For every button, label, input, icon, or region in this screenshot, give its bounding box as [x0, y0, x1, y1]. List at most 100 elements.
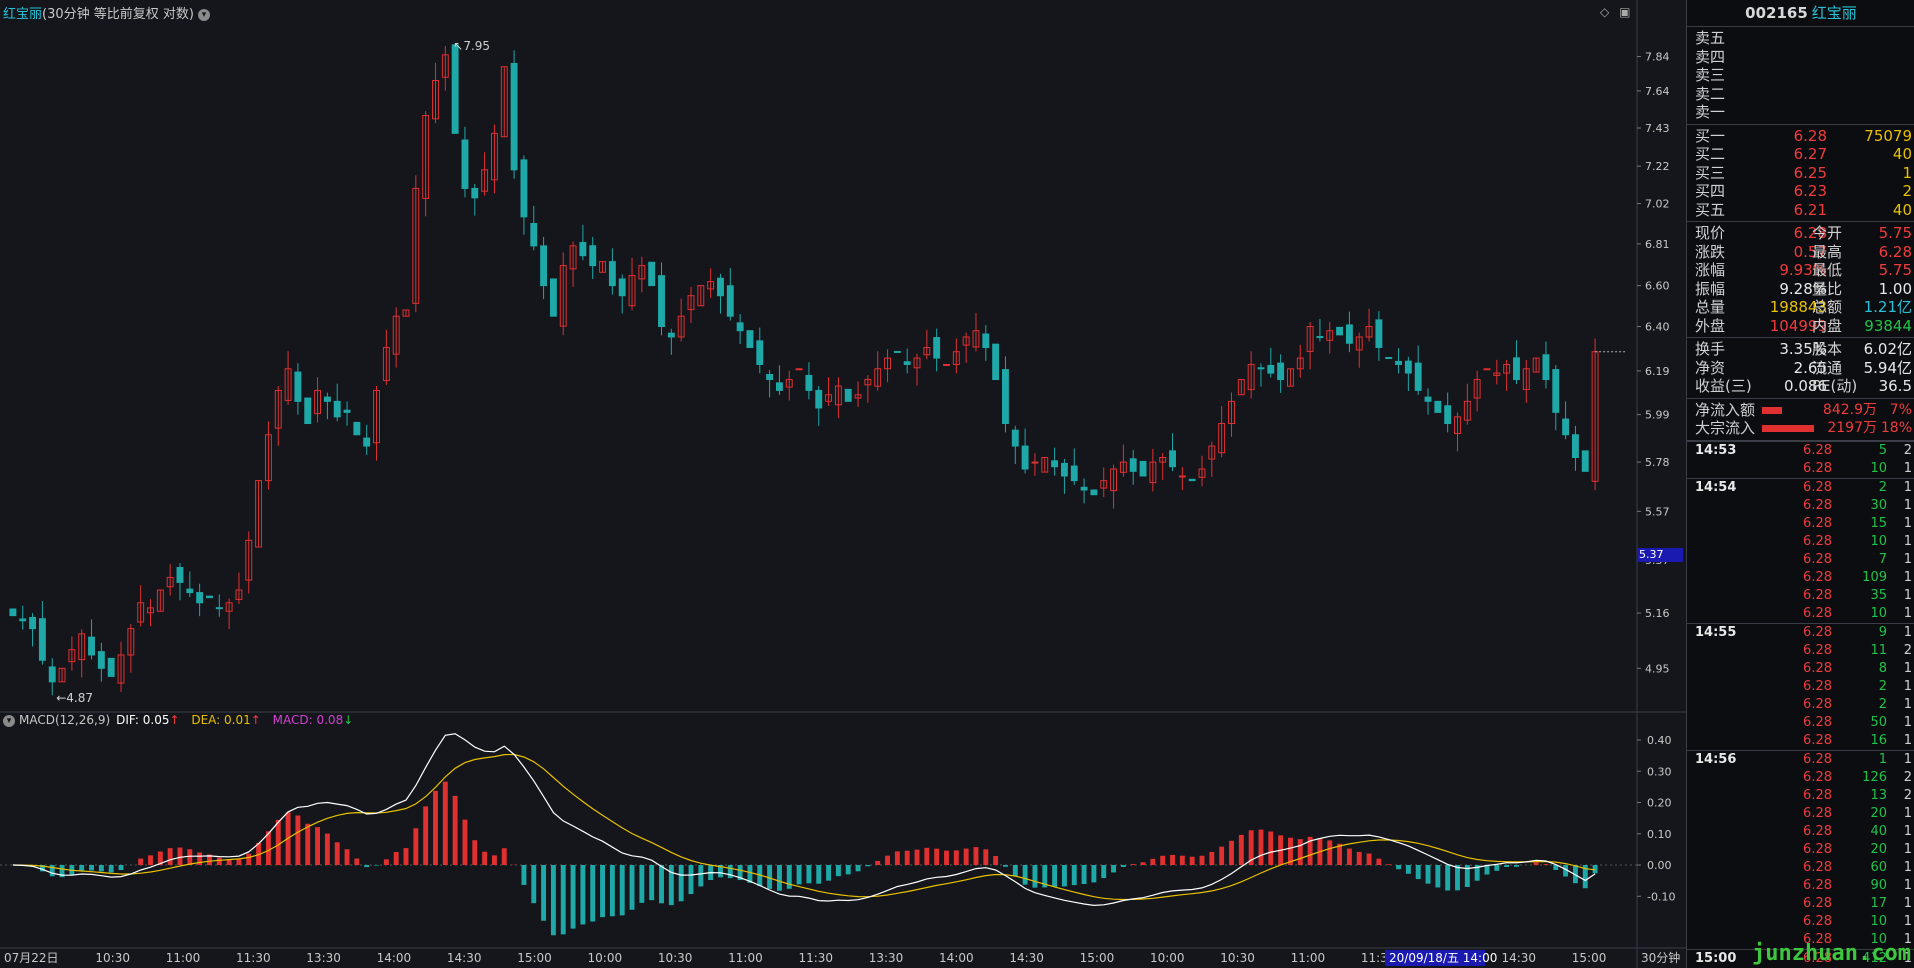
- tick-list[interactable]: 14:53 6.28 5 2 6.28 10 1 14:54 6.28 2 1 6.28 30 1 6.28…: [1687, 440, 1914, 968]
- candle-body: [618, 278, 626, 297]
- tick-volume: 9: [1878, 624, 1887, 640]
- window-icon[interactable]: ▣: [1619, 5, 1631, 19]
- candle-body: [766, 373, 774, 381]
- candle-body: [648, 261, 656, 287]
- stock-code: 002165: [1745, 4, 1808, 22]
- candle-body: [1532, 357, 1540, 373]
- watermark: junzhuan.com: [1752, 941, 1911, 966]
- tick-count: 1: [1903, 841, 1912, 857]
- buy-label: 买一: [1695, 126, 1726, 145]
- candle-body: [1286, 368, 1294, 387]
- chevron-down-icon[interactable]: ▾: [197, 8, 210, 21]
- sell-label: 卖五: [1695, 29, 1726, 47]
- candle-body: [9, 608, 17, 617]
- tick-row: 6.28 35 1: [1687, 587, 1914, 605]
- time-axis-label: 14:30: [447, 951, 482, 965]
- candle-body: [97, 651, 105, 669]
- flow-label: 大宗流入: [1695, 419, 1756, 437]
- tick-time: 15:00: [1695, 950, 1737, 966]
- tick-volume: 11: [1870, 642, 1887, 658]
- candle-body: [510, 62, 518, 171]
- tick-price: 6.28: [1803, 823, 1832, 839]
- dif-label: DIF: 0.05: [116, 713, 170, 727]
- fundamental-row: 换手 3.35% 股本 6.02亿: [1687, 340, 1914, 359]
- candle-body: [1454, 416, 1461, 435]
- tick-row: 6.28 15 1: [1687, 515, 1914, 533]
- stat-label: 外盘: [1695, 316, 1726, 335]
- tick-volume: 126: [1862, 769, 1887, 785]
- price-tick-label: 7.84: [1645, 51, 1670, 64]
- candle-body: [235, 589, 243, 600]
- buy-volume: 1: [1902, 163, 1912, 182]
- price-tick-label: 5.57: [1645, 505, 1670, 518]
- stat-label: 换手: [1695, 340, 1726, 358]
- tick-volume: 412: [1862, 950, 1887, 966]
- tick-price: 6.28: [1803, 479, 1832, 495]
- stat-value: 104999: [1769, 316, 1827, 335]
- tick-row: 6.28 8 1: [1687, 660, 1914, 678]
- chevron-down-icon[interactable]: ▾: [3, 714, 15, 727]
- chart-area[interactable]: 7.84 7.64 7.43 7.22 7.02 6.81 6.60 6.40 6.19 5.99…: [0, 0, 1686, 968]
- tick-price: 6.28: [1803, 551, 1832, 567]
- tick-row: 6.28 40 1: [1687, 823, 1914, 841]
- candle-body: [884, 357, 891, 370]
- candle-body: [481, 169, 489, 192]
- candle-body: [982, 333, 990, 348]
- candle-body: [264, 434, 272, 482]
- candle-body: [323, 396, 331, 402]
- price-tick-label: 6.60: [1645, 280, 1670, 293]
- time-axis-label: 14:30: [1009, 951, 1044, 965]
- tick-row: 6.28 10 1: [1687, 931, 1914, 949]
- candle-body: [186, 588, 194, 594]
- stat-label: 最低: [1812, 261, 1843, 279]
- candle-body: [1355, 336, 1363, 351]
- macd-tick-label: -0.10: [1647, 890, 1675, 903]
- kline-chart[interactable]: 7.84 7.64 7.43 7.22 7.02 6.81 6.60 6.40 6.19 5.99…: [0, 0, 1686, 968]
- tick-volume: 10: [1870, 533, 1887, 549]
- candle-body: [225, 602, 233, 612]
- candle-body: [88, 636, 95, 656]
- candle-body: [726, 285, 734, 317]
- stat-value: 5.75: [1878, 224, 1912, 242]
- tick-volume: 2: [1878, 678, 1887, 694]
- tick-time: 14:55: [1695, 624, 1737, 640]
- macd-title: MACD(12,26,9): [19, 713, 111, 727]
- candle-body: [933, 337, 941, 359]
- stat-row: 总量 198843 总额 1.21亿: [1687, 298, 1914, 317]
- tick-volume: 1: [1878, 751, 1887, 767]
- quote-panel: 002165 红宝丽 卖五 卖四 卖三 卖二 卖一 买一 6.28 75079 买二 6.27 40…: [1686, 0, 1914, 968]
- candle-body: [156, 589, 164, 612]
- candle-body: [432, 80, 439, 120]
- stat-label: 今开: [1812, 224, 1843, 242]
- candle-body: [874, 368, 882, 387]
- dif-line: [12, 733, 1596, 907]
- candle-body: [1542, 354, 1550, 381]
- candle-body: [137, 602, 145, 623]
- diamond-icon[interactable]: ◇: [1600, 5, 1610, 19]
- candle-body: [1267, 364, 1275, 374]
- candle-body: [628, 275, 636, 307]
- price-tick-label: 7.64: [1645, 85, 1670, 98]
- macd-tick-label: 0.30: [1647, 765, 1672, 778]
- stat-row: 振幅 9.28% 量比 1.00: [1687, 280, 1914, 299]
- time-axis-label: 13:30: [869, 951, 904, 965]
- candle-body: [1385, 356, 1393, 359]
- tick-row: 6.28 20 1: [1687, 805, 1914, 823]
- candle-body: [461, 139, 469, 189]
- fundamental-row: 净资 2.65 流通 5.94亿: [1687, 359, 1914, 378]
- tick-row: 6.28 10 1: [1687, 460, 1914, 478]
- price-tick-label: 7.02: [1645, 198, 1670, 211]
- candle-body: [1188, 478, 1196, 482]
- candle-body: [1424, 396, 1432, 402]
- buy-label: 买三: [1695, 163, 1726, 182]
- candle-body: [589, 245, 597, 267]
- time-axis-label: 15:00: [1080, 951, 1115, 965]
- candle-body: [1139, 460, 1147, 477]
- tick-row: 14:56 6.28 1 1: [1687, 749, 1914, 769]
- price-tick-label: 7.22: [1645, 160, 1670, 173]
- candle-body: [215, 607, 223, 610]
- tick-row: 6.28 7 1: [1687, 551, 1914, 569]
- candle-body: [274, 389, 282, 429]
- price-tick-label: 6.40: [1645, 321, 1670, 334]
- macd-tick-label: 0.00: [1647, 859, 1672, 872]
